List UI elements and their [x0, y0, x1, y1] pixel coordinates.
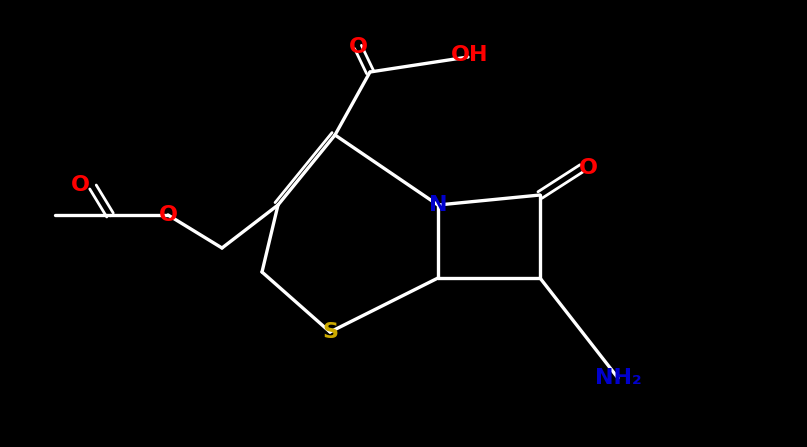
Text: O: O — [579, 158, 597, 178]
Text: NH₂: NH₂ — [595, 368, 642, 388]
Text: O: O — [349, 37, 367, 57]
Text: O: O — [70, 175, 90, 195]
Text: O: O — [158, 205, 178, 225]
Text: S: S — [322, 322, 338, 342]
Text: OH: OH — [451, 45, 489, 65]
Text: N: N — [429, 195, 447, 215]
